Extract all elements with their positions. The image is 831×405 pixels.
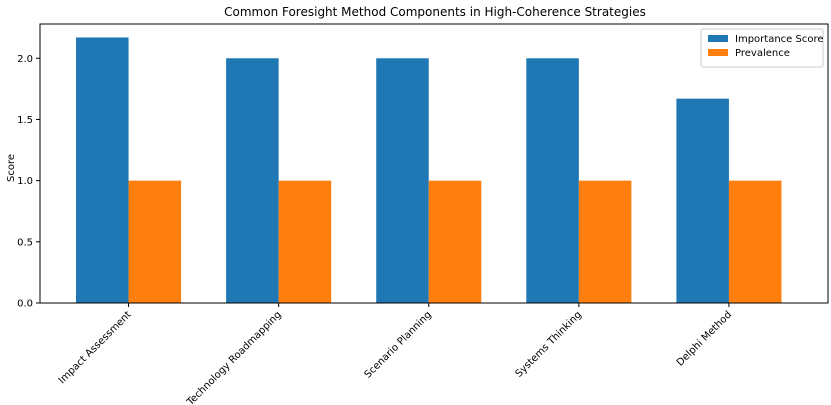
bar-importance-score-technology-roadmapping xyxy=(226,58,279,304)
bars xyxy=(76,37,782,304)
legend-label-prevalence: Prevalence xyxy=(735,48,790,59)
legend-swatch-importance-score xyxy=(708,35,728,42)
bar-importance-score-scenario-planning xyxy=(376,58,429,304)
y-tick-label: 1.5 xyxy=(17,115,33,126)
legend-label-importance-score: Importance Score xyxy=(735,34,824,45)
y-axis-title: Score xyxy=(6,154,17,182)
legend-box xyxy=(700,28,824,68)
y-tick-label: 0.0 xyxy=(17,299,33,310)
bar-prevalence-technology-roadmapping xyxy=(278,180,332,303)
x-tick-label-impact-assessment: Impact Assessment xyxy=(57,309,134,386)
bar-importance-score-delphi-method xyxy=(676,98,729,303)
plot-frame xyxy=(39,23,829,304)
bar-prevalence-impact-assessment xyxy=(128,180,182,303)
y-tick-label: 2.0 xyxy=(17,54,33,65)
legend: Importance Score Prevalence xyxy=(700,28,824,68)
x-tick-label-delphi-method: Delphi Method xyxy=(675,309,734,368)
legend-swatch-prevalence xyxy=(708,49,728,56)
y-axis: 0.0 0.5 1.0 1.5 2.0 xyxy=(17,54,40,310)
bar-prevalence-scenario-planning xyxy=(428,180,482,303)
x-tick-label-systems-thinking: Systems Thinking xyxy=(514,309,584,379)
bar-prevalence-delphi-method xyxy=(728,180,782,303)
bar-importance-score-impact-assessment xyxy=(76,37,129,304)
y-tick-label: 0.5 xyxy=(17,237,33,248)
bar-prevalence-systems-thinking xyxy=(578,180,632,303)
y-tick-label: 1.0 xyxy=(17,176,33,187)
chart-title: Common Foresight Method Components in Hi… xyxy=(224,5,646,19)
bar-importance-score-systems-thinking xyxy=(526,58,579,304)
x-axis: Impact Assessment Technology Roadmapping S… xyxy=(57,303,734,405)
x-tick-label-technology-roadmapping: Technology Roadmapping xyxy=(185,309,284,405)
x-tick-label-scenario-planning: Scenario Planning xyxy=(363,309,434,380)
